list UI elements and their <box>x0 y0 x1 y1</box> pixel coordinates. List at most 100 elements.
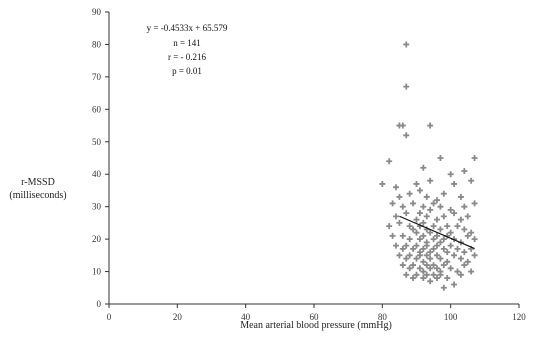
data-point <box>471 155 478 161</box>
data-point <box>423 252 430 259</box>
data-point <box>413 216 420 223</box>
data-point <box>464 232 471 239</box>
data-point <box>464 258 471 265</box>
data-point <box>399 245 406 252</box>
data-point <box>461 249 468 256</box>
x-tick-label: 60 <box>310 312 320 322</box>
data-point <box>447 206 454 213</box>
stats-annotation: y = -0.4533x + 65.579 n = 141 r = - 0.21… <box>147 23 228 76</box>
data-point <box>413 271 420 278</box>
annotation-p: p = 0.01 <box>172 66 202 76</box>
data-point <box>434 197 440 204</box>
data-point <box>454 223 461 230</box>
data-point <box>434 216 440 223</box>
data-point <box>406 223 413 230</box>
y-tick-label: 90 <box>92 7 102 17</box>
data-point <box>430 271 437 278</box>
data-point <box>427 278 434 285</box>
data-point <box>410 275 417 282</box>
annotation-r: r = - 0.216 <box>168 52 207 62</box>
data-point <box>471 236 478 243</box>
data-point <box>447 229 454 236</box>
data-point <box>437 155 444 161</box>
data-point <box>423 213 430 220</box>
data-point <box>461 203 468 210</box>
y-tick-label: 80 <box>92 39 102 49</box>
data-point <box>437 255 444 262</box>
x-tick-label: 20 <box>173 312 183 322</box>
data-point <box>423 242 430 249</box>
x-axis-title: Mean arterial blood pressure (mmHg) <box>240 320 392 331</box>
chart-ticks: 0 10 20 30 40 50 60 70 80 90 0 20 40 60 80 100 120 <box>92 7 526 322</box>
data-point <box>457 271 464 278</box>
data-point <box>416 187 423 194</box>
data-point <box>440 213 447 220</box>
data-point <box>437 226 444 233</box>
data-point <box>434 265 440 272</box>
data-point <box>413 180 420 187</box>
data-point <box>427 122 434 129</box>
annotation-equation: y = -0.4533x + 65.579 <box>147 23 228 33</box>
y-tick-label: 50 <box>92 137 102 147</box>
data-point <box>423 262 430 269</box>
data-point <box>396 219 403 226</box>
data-point <box>410 200 417 207</box>
data-point <box>427 229 434 236</box>
data-point <box>471 252 478 259</box>
x-tick-label: 120 <box>512 312 526 322</box>
data-point <box>471 200 478 207</box>
data-point <box>410 226 417 233</box>
data-point <box>447 171 454 178</box>
x-tick-label: 100 <box>444 312 458 322</box>
data-point <box>420 219 427 226</box>
data-point <box>457 216 464 223</box>
y-tick-label: 40 <box>92 169 102 179</box>
data-point <box>403 210 410 217</box>
data-point <box>416 265 423 272</box>
data-point <box>444 249 451 256</box>
y-tick-label: 70 <box>92 72 102 82</box>
data-point <box>430 245 437 252</box>
data-point <box>403 41 410 48</box>
y-tick-label: 20 <box>92 234 102 244</box>
data-point <box>423 271 430 278</box>
data-point <box>403 132 410 139</box>
data-point <box>403 242 410 249</box>
data-point <box>454 268 461 275</box>
data-point <box>451 281 458 288</box>
data-point <box>399 232 406 239</box>
data-point <box>434 252 440 259</box>
data-point <box>416 210 423 217</box>
x-tick-label: 40 <box>241 312 251 322</box>
data-point <box>406 252 413 259</box>
data-point <box>444 223 451 230</box>
data-point <box>427 249 434 256</box>
trendline-group <box>399 215 475 250</box>
data-point <box>430 223 437 230</box>
data-point <box>464 213 471 220</box>
data-point <box>461 262 468 269</box>
data-point <box>420 232 427 239</box>
data-point <box>430 236 437 243</box>
data-point <box>447 265 454 272</box>
data-point <box>468 229 475 236</box>
data-point <box>420 268 427 275</box>
data-point <box>389 200 396 207</box>
data-point <box>420 258 427 265</box>
data-point <box>423 193 430 200</box>
trendline <box>399 215 475 250</box>
data-point <box>447 242 454 249</box>
y-tick-label: 10 <box>92 267 102 277</box>
data-point <box>461 167 468 174</box>
data-point <box>440 190 447 197</box>
data-point <box>440 284 447 291</box>
data-point <box>434 275 440 282</box>
data-point <box>386 158 393 165</box>
data-point <box>468 177 475 184</box>
data-point <box>454 245 461 252</box>
data-point <box>427 206 434 213</box>
data-point <box>413 242 420 249</box>
data-point <box>406 236 413 243</box>
x-tick-label: 80 <box>378 312 388 322</box>
data-point <box>444 275 451 282</box>
